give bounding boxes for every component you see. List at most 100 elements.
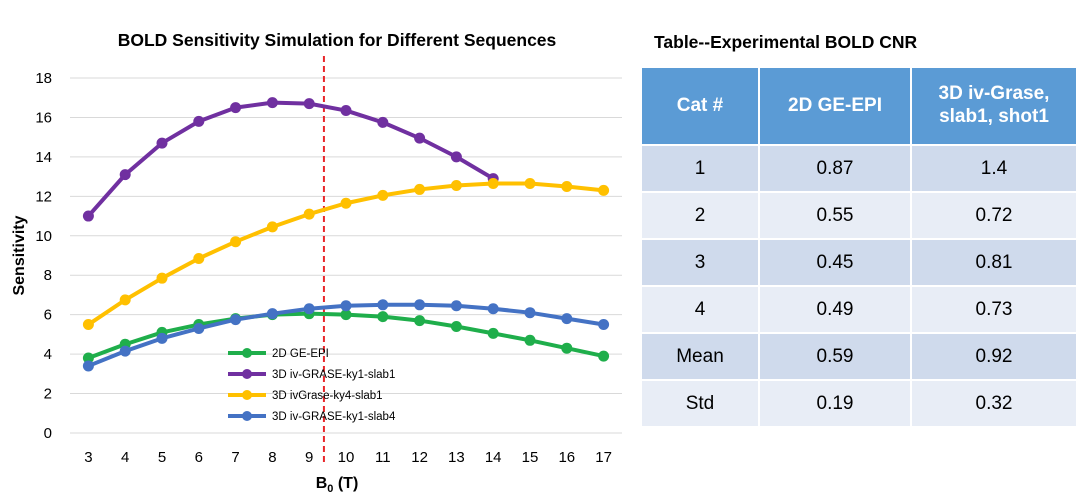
data-point <box>524 334 536 346</box>
data-point <box>156 272 168 284</box>
data-point <box>119 345 131 357</box>
y-tick-label: 0 <box>44 425 52 442</box>
data-point <box>230 236 242 248</box>
x-tick-label: 17 <box>595 449 612 466</box>
series-line-1 <box>86 100 495 218</box>
data-point <box>598 184 610 196</box>
data-point <box>119 294 131 306</box>
legend-swatch-marker <box>242 369 252 379</box>
table-cell: 0.81 <box>910 238 1078 287</box>
data-point <box>561 313 573 325</box>
data-point <box>414 183 426 195</box>
data-point <box>414 299 426 311</box>
table-cell: 1.4 <box>910 144 1078 193</box>
table-cell: 3 <box>640 238 760 287</box>
data-point <box>524 178 536 190</box>
data-point <box>487 327 499 339</box>
table-row: 3 0.45 0.81 <box>640 238 1078 287</box>
data-point <box>450 151 462 163</box>
table-cell: 4 <box>640 285 760 334</box>
table-title: Table--Experimental BOLD CNR <box>654 32 918 52</box>
data-point <box>561 342 573 354</box>
data-point <box>156 137 168 149</box>
data-point <box>303 208 315 220</box>
legend-swatch-marker <box>242 348 252 358</box>
x-tick-label: 9 <box>305 449 313 466</box>
data-point <box>230 314 242 326</box>
table-row: Mean 0.59 0.92 <box>640 332 1078 381</box>
header-2d-ge-epi: 2D GE-EPI <box>758 66 912 146</box>
header-cat: Cat # <box>640 66 760 146</box>
data-point <box>82 319 94 331</box>
x-tick-label: 11 <box>375 449 391 466</box>
data-point <box>230 102 242 114</box>
x-tick-label: 8 <box>268 449 276 466</box>
data-point <box>303 303 315 315</box>
data-point <box>119 169 131 181</box>
legend-label: 3D ivGrase-ky4-slab1 <box>272 390 383 402</box>
data-point <box>82 360 94 372</box>
table-cell: 0.55 <box>758 191 912 240</box>
table-cell: 0.49 <box>758 285 912 334</box>
data-point <box>414 132 426 144</box>
data-point <box>598 350 610 362</box>
data-point <box>156 332 168 344</box>
x-tick-label: 6 <box>195 449 203 466</box>
data-point <box>340 309 352 321</box>
table-header-row: Cat # 2D GE-EPI 3D iv-Grase, slab1, shot… <box>640 66 1078 146</box>
table-cell: 1 <box>640 144 760 193</box>
x-tick-label: 16 <box>558 449 575 466</box>
table-row: 1 0.87 1.4 <box>640 144 1078 193</box>
x-tick-label: 7 <box>231 449 239 466</box>
data-point <box>266 97 278 109</box>
data-point <box>340 197 352 209</box>
data-point <box>414 315 426 327</box>
data-point <box>598 319 610 331</box>
data-point <box>450 179 462 191</box>
data-point <box>82 352 94 364</box>
x-tick-label: 3 <box>84 449 92 466</box>
table-cell: 0.92 <box>910 332 1078 381</box>
data-point <box>266 221 278 233</box>
data-point <box>193 322 205 334</box>
legend-label: 3D iv-GRASE-ky1-slab1 <box>272 369 395 381</box>
data-point <box>193 252 205 264</box>
chart-panel: BOLD Sensitivity Simulation for Differen… <box>11 30 622 495</box>
y-axis-title: Sensitivity <box>11 215 28 295</box>
data-point <box>487 303 499 315</box>
table-row: 2 0.55 0.72 <box>640 191 1078 240</box>
table-cell: 0.32 <box>910 379 1078 428</box>
data-point <box>487 178 499 190</box>
x-tick-label: 5 <box>158 449 166 466</box>
data-point <box>340 300 352 312</box>
table-row: 4 0.49 0.73 <box>640 285 1078 334</box>
table-cell: 0.45 <box>758 238 912 287</box>
y-tick-label: 14 <box>35 149 52 166</box>
legend-swatch-marker <box>242 390 252 400</box>
table-cell: 0.72 <box>910 191 1078 240</box>
chart-title: BOLD Sensitivity Simulation for Differen… <box>118 30 557 50</box>
header-3d-iv-grase: 3D iv-Grase, slab1, shot1 <box>910 66 1078 146</box>
x-tick-label: 4 <box>121 449 129 466</box>
x-tick-label: 10 <box>338 449 355 466</box>
table-cell: 0.19 <box>758 379 912 428</box>
y-tick-label: 10 <box>35 228 52 245</box>
data-point <box>377 116 389 128</box>
x-tick-label: 14 <box>485 449 502 466</box>
legend-label: 2D GE-EPI <box>272 348 329 360</box>
data-point <box>266 308 278 320</box>
sensitivity-line-chart: BOLD Sensitivity Simulation for Differen… <box>11 30 622 495</box>
x-tick-label: 12 <box>411 449 428 466</box>
data-point <box>450 300 462 312</box>
data-point <box>303 98 315 110</box>
table-cell: Std <box>640 379 760 428</box>
cnr-table: Cat # 2D GE-EPI 3D iv-Grase, slab1, shot… <box>640 66 1078 428</box>
y-tick-label: 18 <box>35 70 52 87</box>
data-point <box>82 210 94 222</box>
table-cell: Mean <box>640 332 760 381</box>
data-point <box>377 189 389 201</box>
x-tick-label: 13 <box>448 449 465 466</box>
x-axis-title-unit: (T) <box>333 475 358 492</box>
y-tick-label: 4 <box>44 346 52 363</box>
table-cell: 0.73 <box>910 285 1078 334</box>
